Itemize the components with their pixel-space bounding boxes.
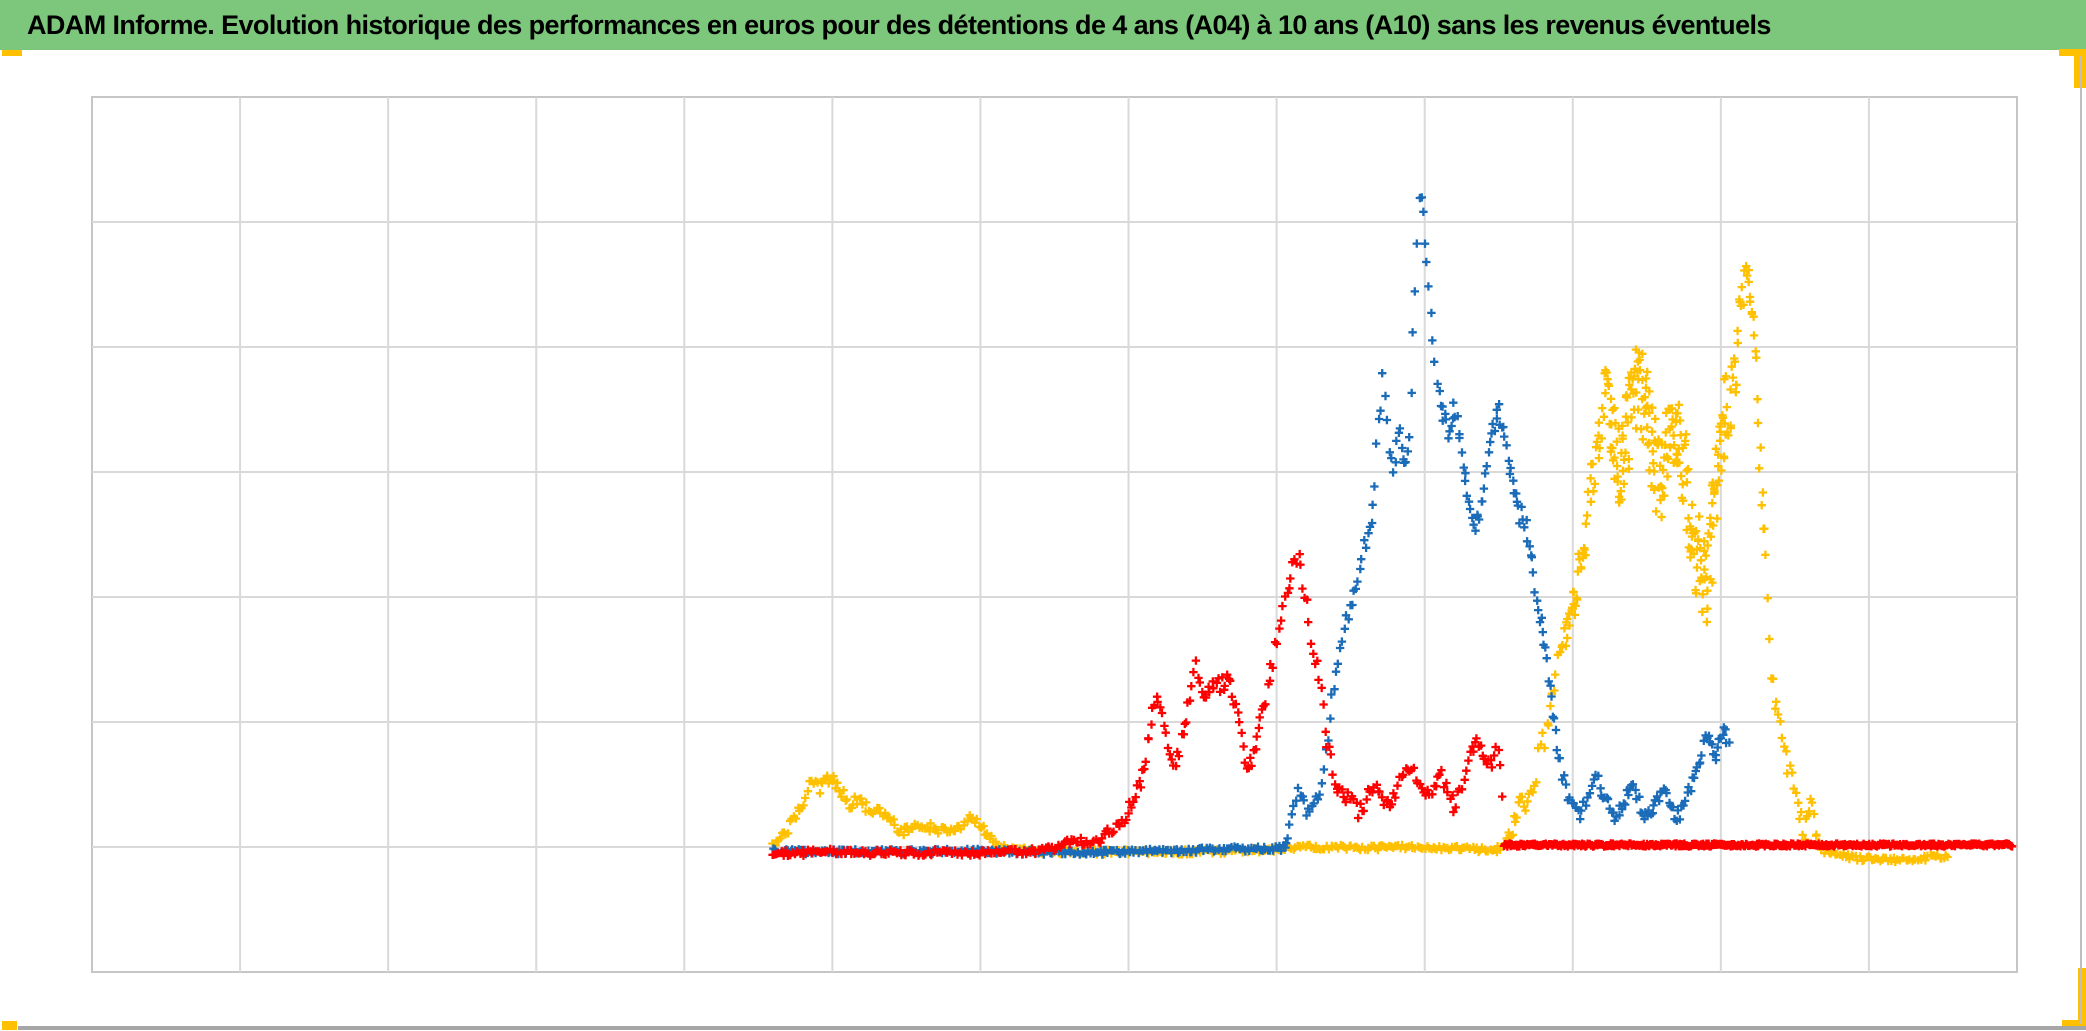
title-bar: ADAM Informe. Evolution historique des p… (0, 0, 2086, 50)
red-series (768, 549, 1507, 860)
accent-bottom-right-icon (2078, 968, 2086, 1024)
right-edge-line (2080, 56, 2082, 1024)
accent-bottom-left (2, 1021, 17, 1030)
page-title: ADAM Informe. Evolution historique des p… (27, 9, 1771, 40)
scatter-plot (91, 96, 2018, 973)
red-series-flat-tail (1499, 839, 2017, 851)
chart-area (0, 50, 2086, 1031)
accent-top-right-icon (2059, 49, 2080, 56)
accent-bottom-right-icon (2062, 1020, 2086, 1028)
accent-top-left (2, 50, 22, 56)
bottom-scrollbar-track[interactable] (18, 1026, 2086, 1030)
